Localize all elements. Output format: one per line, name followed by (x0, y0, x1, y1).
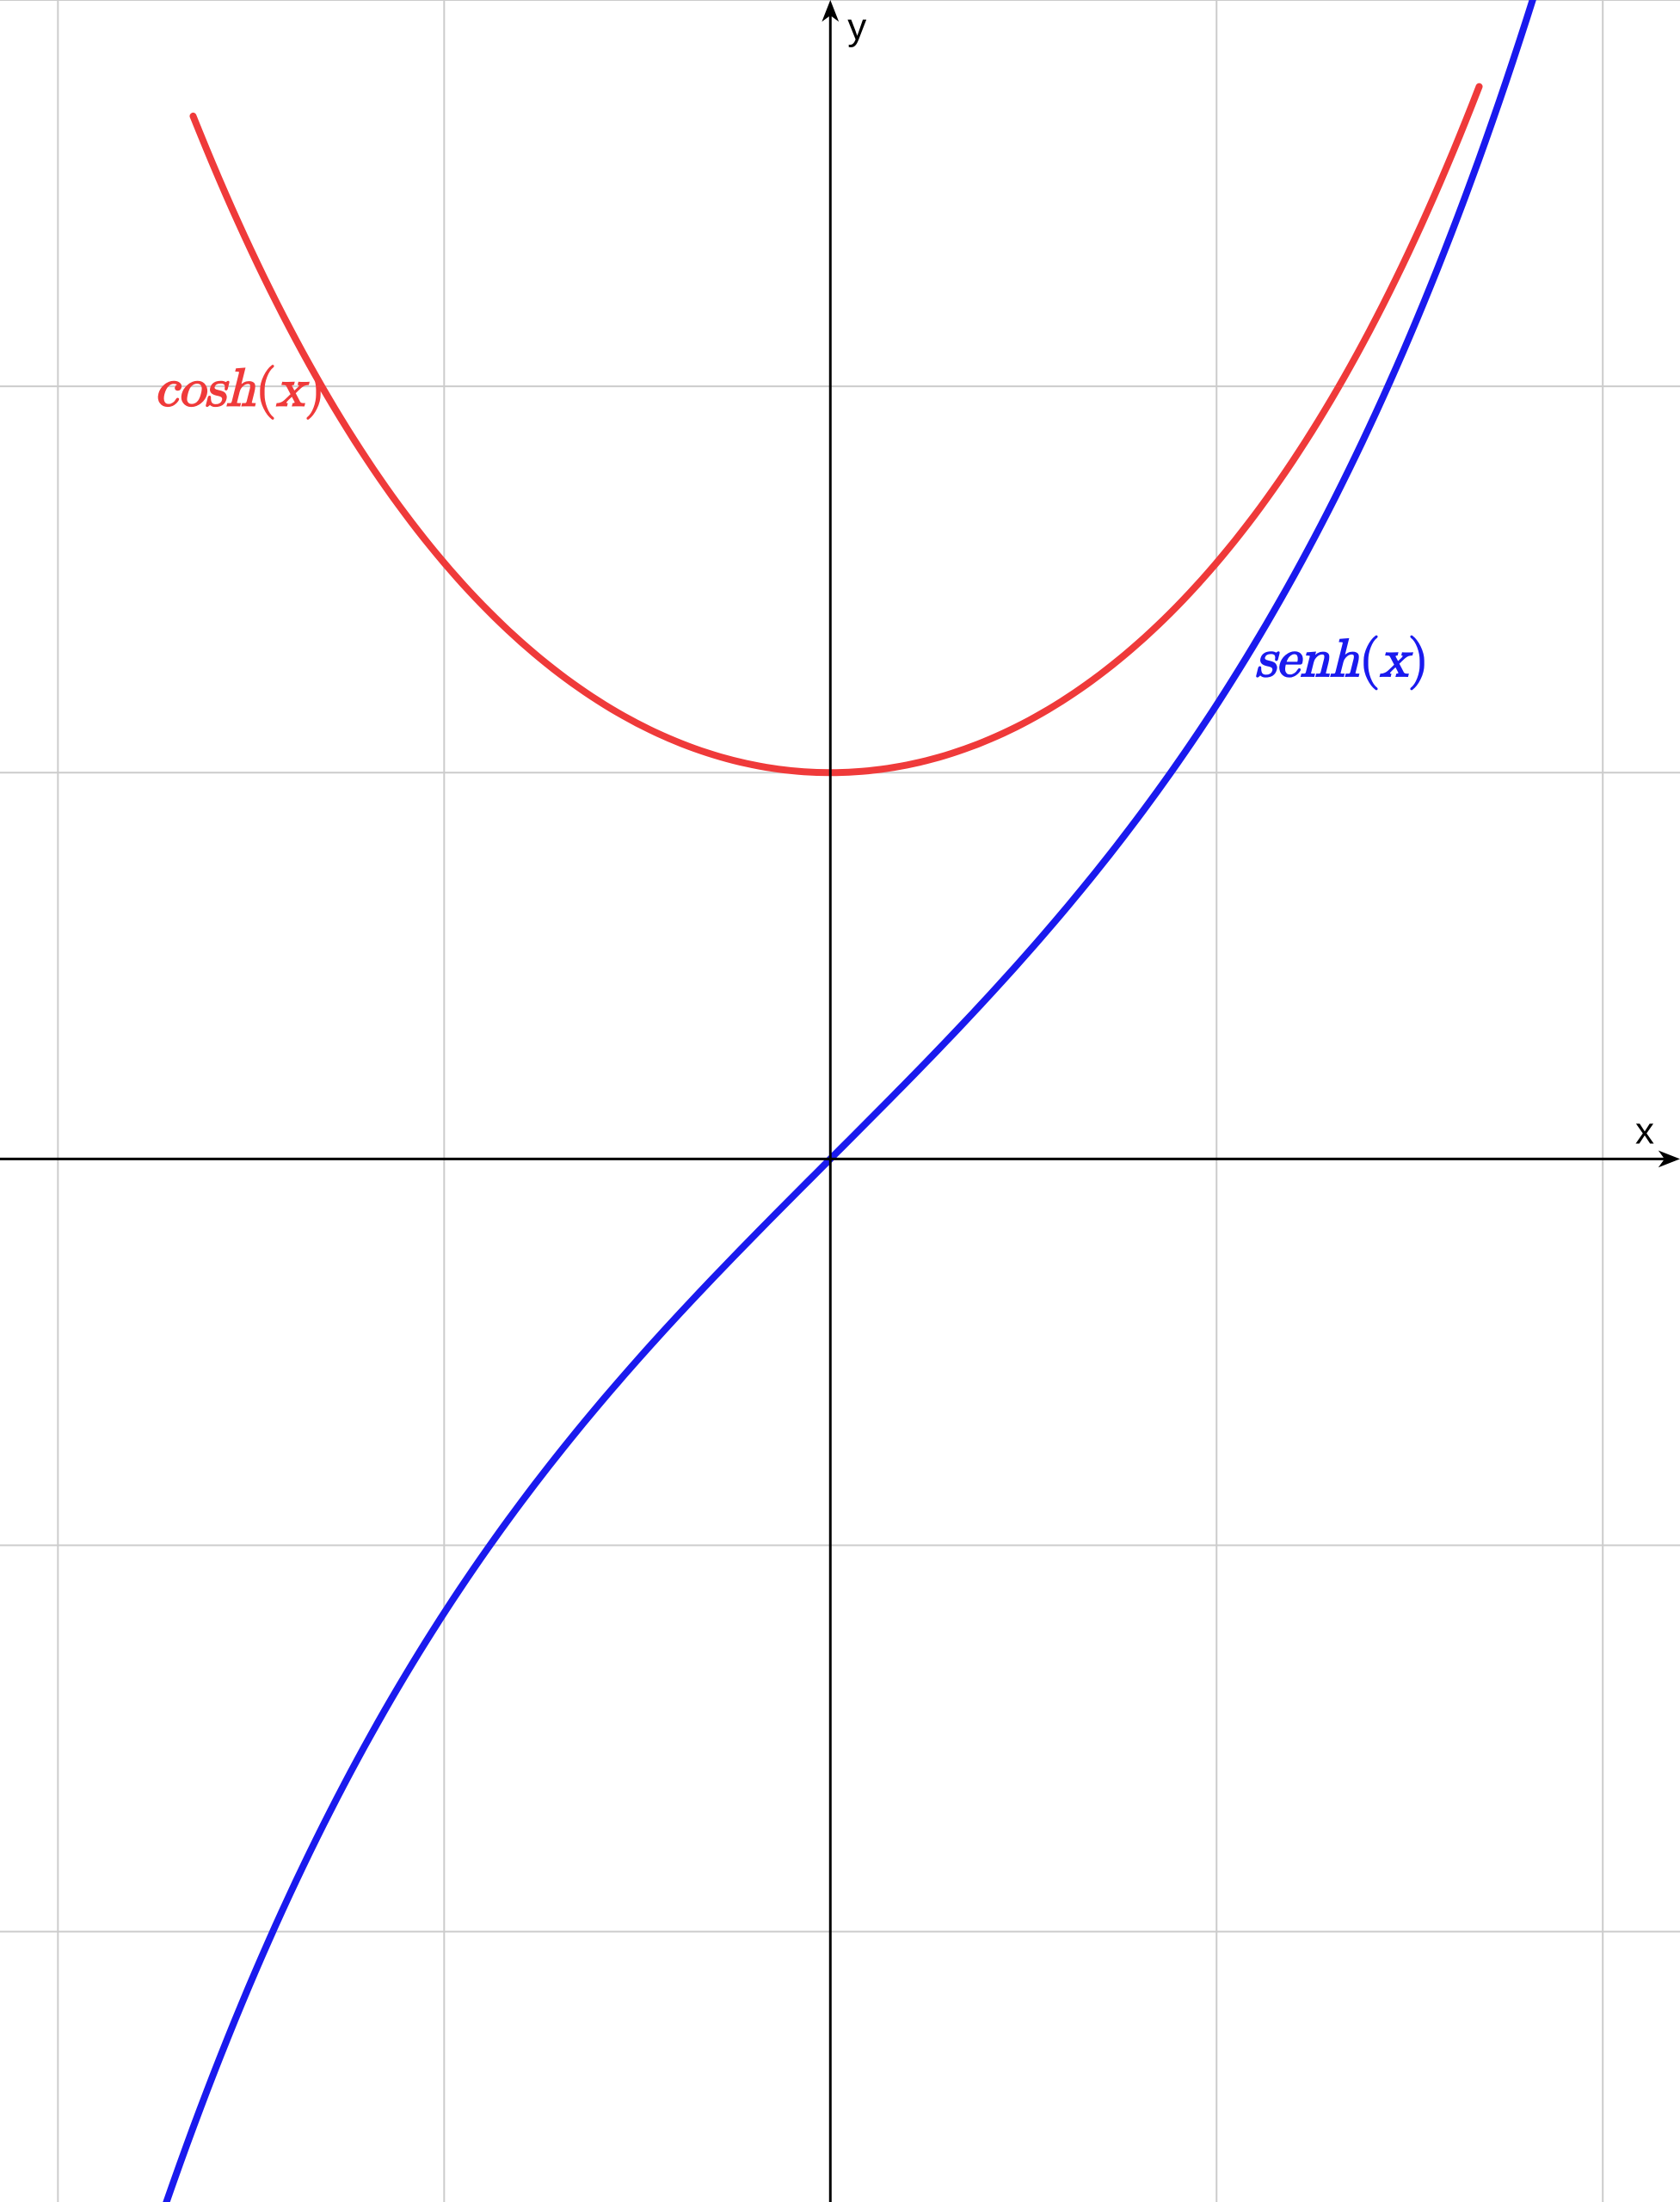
axes: xy (0, 0, 1680, 2202)
curves (166, 0, 1533, 2202)
hyperbolic-functions-chart: xycosh(x)senh(x) (0, 0, 1680, 2202)
series-label-cosh: cosh(x) (155, 364, 325, 421)
series-label-senh: senh(x) (1255, 634, 1429, 691)
series-labels: cosh(x) senh(x) (155, 364, 1429, 691)
grid (0, 0, 1680, 2202)
y-axis-label: y (847, 6, 866, 48)
chart-container: xycosh(x)senh(x) (0, 0, 1680, 2202)
curve-senh (166, 0, 1533, 2202)
x-axis-label: x (1635, 1110, 1654, 1152)
